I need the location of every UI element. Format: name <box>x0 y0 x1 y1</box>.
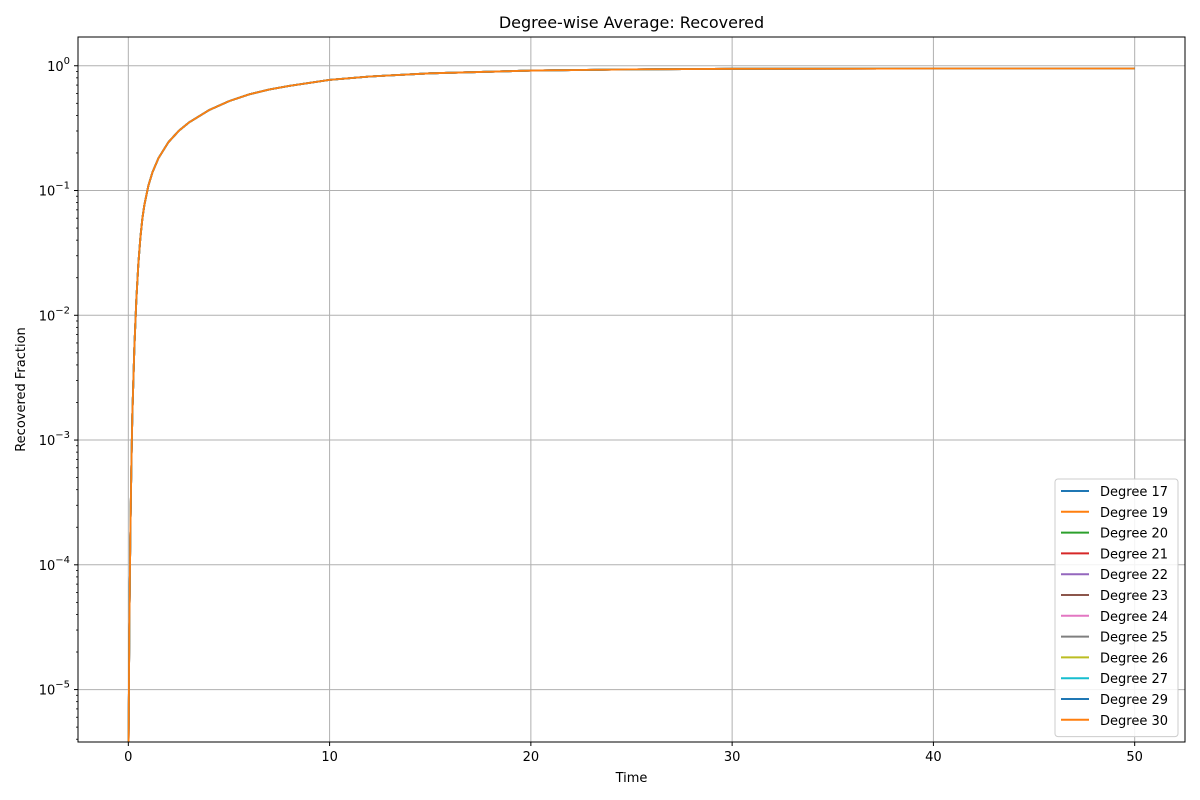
legend-entry: Degree 20 <box>1061 527 1168 542</box>
y-tick-label: 10−5 <box>39 680 70 699</box>
y-tick-label: 10−4 <box>39 555 70 574</box>
legend: Degree 17 Degree 19 Degree 20 Degree 21 Degr… <box>1054 478 1179 738</box>
legend-entry: Degree 30 <box>1061 714 1168 729</box>
grid-layer <box>78 37 1185 742</box>
x-axis-ticks: 0 10 20 30 40 50 <box>124 742 1143 765</box>
legend-label: Degree 22 <box>1100 568 1168 583</box>
legend-label: Degree 23 <box>1100 589 1168 604</box>
legend-label: Degree 29 <box>1100 693 1168 708</box>
x-tick-label: 40 <box>925 750 942 765</box>
legend-entry: Degree 17 <box>1061 485 1168 500</box>
legend-label: Degree 24 <box>1100 610 1168 625</box>
legend-box <box>1054 478 1179 738</box>
legend-label: Degree 17 <box>1100 485 1168 500</box>
legend-label: Degree 27 <box>1100 672 1168 687</box>
legend-label: Degree 30 <box>1100 714 1168 729</box>
y-axis-label: Recovered Fraction <box>14 327 29 452</box>
legend-entry: Degree 27 <box>1061 672 1168 687</box>
legend-entry: Degree 19 <box>1061 506 1168 521</box>
legend-entry: Degree 26 <box>1061 651 1168 666</box>
legend-label: Degree 20 <box>1100 527 1168 542</box>
y-axis-ticks: 10−5 10−4 10−3 10−2 10−1 100 <box>39 56 78 740</box>
legend-entry: Degree 29 <box>1061 693 1168 708</box>
series-line-degree-30 <box>127 67 1135 742</box>
x-tick-label: 10 <box>321 750 338 765</box>
y-tick-label: 10−3 <box>39 430 70 449</box>
legend-entry: Degree 25 <box>1061 631 1168 646</box>
legend-label: Degree 21 <box>1100 547 1168 562</box>
chart-title: Degree-wise Average: Recovered <box>499 13 764 32</box>
legend-entry: Degree 22 <box>1061 568 1168 583</box>
legend-entry: Degree 24 <box>1061 610 1168 625</box>
series-layer <box>127 67 1135 742</box>
y-tick-label: 10−2 <box>39 305 70 324</box>
plot-area-background <box>78 37 1185 742</box>
x-tick-label: 50 <box>1126 750 1143 765</box>
legend-entry: Degree 23 <box>1061 589 1168 604</box>
x-tick-label: 20 <box>523 750 540 765</box>
x-axis-label: Time <box>615 771 648 786</box>
y-tick-label: 10−1 <box>39 181 70 200</box>
plot-frame <box>77 36 1186 743</box>
legend-label: Degree 25 <box>1100 631 1168 646</box>
legend-label: Degree 26 <box>1100 651 1168 666</box>
legend-entry: Degree 21 <box>1061 547 1168 562</box>
y-tick-label: 100 <box>47 56 70 75</box>
x-tick-label: 0 <box>124 750 132 765</box>
x-tick-label: 30 <box>724 750 741 765</box>
legend-label: Degree 19 <box>1100 506 1168 521</box>
